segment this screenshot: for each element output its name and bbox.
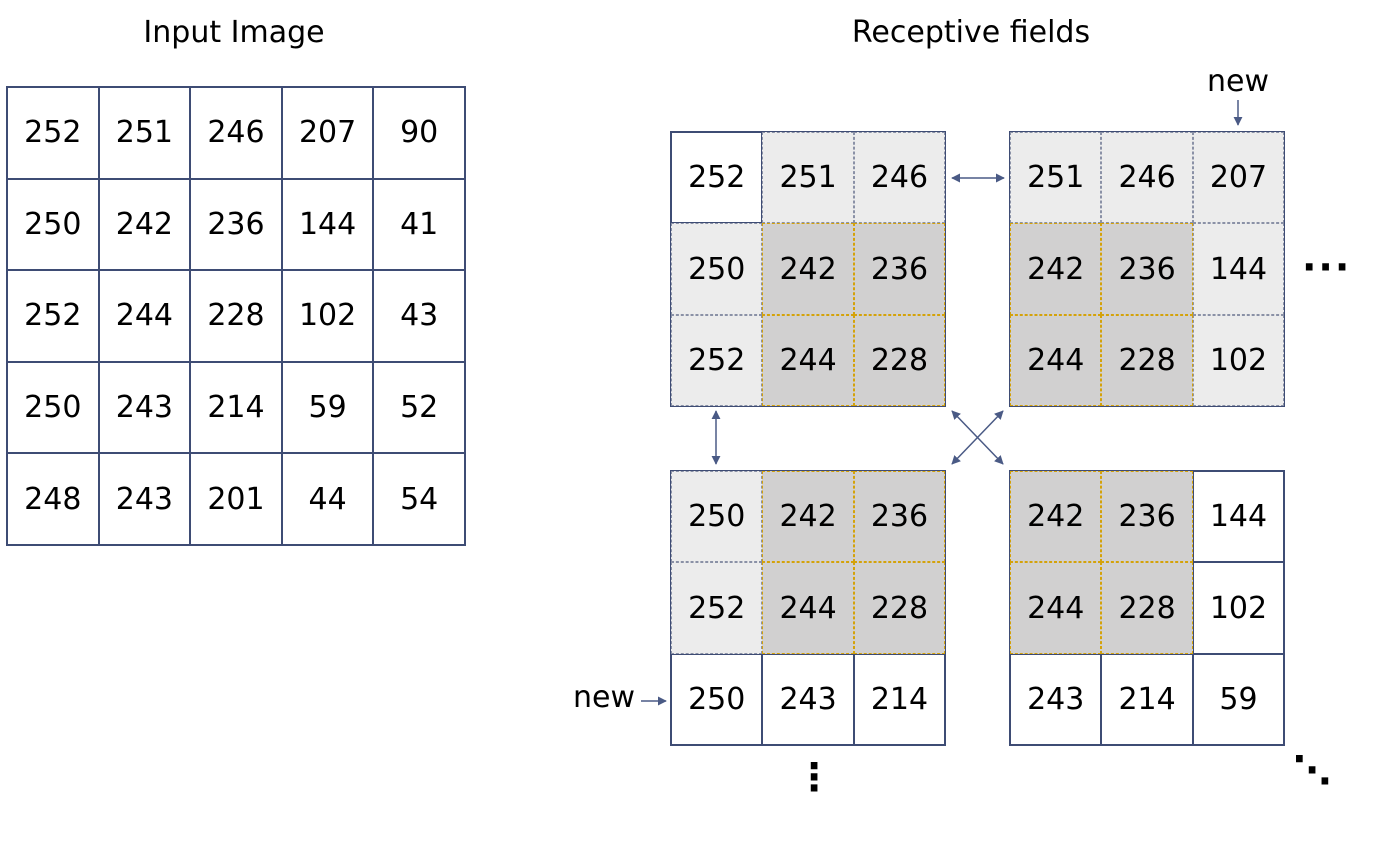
ellipsis-diagonal: ⋱	[1293, 748, 1333, 792]
field-cell: 244	[1010, 562, 1102, 654]
input-image-title: Input Image	[143, 15, 325, 50]
field-cell: 236	[1101, 471, 1193, 563]
input-cell: 41	[373, 178, 465, 271]
field-cell: 144	[1192, 223, 1285, 315]
field-cell: 242	[1010, 223, 1102, 315]
field-cell: 246	[1101, 132, 1193, 224]
input-cell: 244	[98, 270, 191, 362]
input-cell: 250	[7, 361, 99, 454]
input-cell: 144	[281, 178, 374, 271]
field-cell: 236	[853, 471, 946, 563]
field-cell: 252	[671, 132, 763, 224]
field-cell: 228	[1101, 562, 1193, 654]
field-cell: 251	[762, 132, 854, 224]
field-cell: 251	[1010, 132, 1102, 224]
field-cell: 214	[1101, 653, 1193, 746]
field-cell: 243	[762, 653, 854, 746]
ellipsis-down: ⋮	[795, 755, 835, 799]
field-cell: 102	[1192, 314, 1285, 407]
ellipsis-right: ···	[1302, 245, 1352, 289]
field-cell: 207	[1192, 132, 1285, 224]
input-cell: 251	[98, 87, 191, 179]
field-cell: 236	[853, 223, 946, 315]
input-cell: 248	[7, 453, 99, 545]
field-cell: 244	[762, 314, 854, 407]
field-cell: 242	[762, 223, 854, 315]
field-cell: 244	[762, 562, 854, 654]
field-cell: 244	[1010, 314, 1102, 407]
field-cell: 246	[853, 132, 946, 224]
field-cell: 102	[1192, 562, 1285, 654]
receptive-field-bottom-left: 250 242 236 252 244 228 250 243 214	[670, 470, 947, 747]
field-cell: 228	[853, 314, 946, 407]
field-cell: 59	[1192, 653, 1285, 746]
field-cell: 228	[853, 562, 946, 654]
field-cell: 250	[671, 223, 763, 315]
input-cell: 236	[190, 178, 282, 271]
receptive-field-bottom-right: 242 236 144 244 228 102 243 214 59	[1009, 470, 1286, 747]
field-cell: 242	[762, 471, 854, 563]
input-cell: 90	[373, 87, 465, 179]
input-cell: 246	[190, 87, 282, 179]
input-cell: 54	[373, 453, 465, 545]
input-cell: 102	[281, 270, 374, 362]
new-column-label: new	[1207, 64, 1270, 99]
input-cell: 52	[373, 361, 465, 454]
input-cell: 243	[98, 453, 191, 545]
input-cell: 250	[7, 178, 99, 271]
receptive-fields-title: Receptive fields	[851, 15, 1091, 50]
input-image-grid: 252 251 246 207 90 250 242 236 144 41 252 244 228 102…	[6, 86, 466, 546]
input-cell: 201	[190, 453, 282, 545]
field-cell: 250	[671, 471, 763, 563]
field-cell: 144	[1192, 471, 1285, 563]
field-cell: 236	[1101, 223, 1193, 315]
receptive-field-top-left: 252 251 246 250 242 236 252 244 228	[670, 131, 947, 408]
input-cell: 228	[190, 270, 282, 362]
input-cell: 214	[190, 361, 282, 454]
arrow-diagonal-up	[951, 410, 1004, 465]
field-cell: 228	[1101, 314, 1193, 407]
field-cell: 252	[671, 314, 763, 407]
input-cell: 59	[281, 361, 374, 454]
field-cell: 252	[671, 562, 763, 654]
input-cell: 44	[281, 453, 374, 545]
field-cell: 242	[1010, 471, 1102, 563]
field-cell: 214	[853, 653, 946, 746]
field-cell: 243	[1010, 653, 1102, 746]
new-row-label: new	[573, 680, 636, 715]
input-cell: 252	[7, 87, 99, 179]
input-cell: 207	[281, 87, 374, 179]
input-cell: 252	[7, 270, 99, 362]
input-cell: 243	[98, 361, 191, 454]
receptive-field-top-right: 251 246 207 242 236 144 244 228 102	[1009, 131, 1286, 408]
input-cell: 242	[98, 178, 191, 271]
field-cell: 250	[671, 653, 763, 746]
input-cell: 43	[373, 270, 465, 362]
arrow-diagonal-down	[951, 410, 1004, 465]
